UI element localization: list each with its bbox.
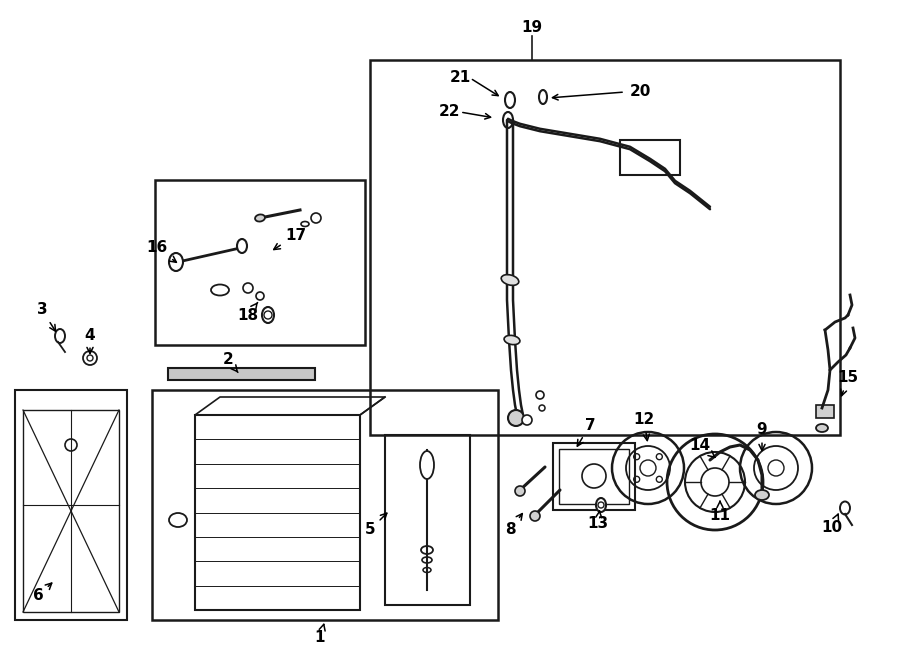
Text: 8: 8 xyxy=(505,514,522,537)
Text: 22: 22 xyxy=(439,104,461,120)
Circle shape xyxy=(536,391,544,399)
Bar xyxy=(152,390,498,620)
Ellipse shape xyxy=(237,239,247,253)
Text: 20: 20 xyxy=(629,85,651,100)
Text: 2: 2 xyxy=(222,352,238,372)
Ellipse shape xyxy=(503,112,513,128)
Circle shape xyxy=(83,351,97,365)
Text: 3: 3 xyxy=(37,303,56,331)
Text: 9: 9 xyxy=(757,422,768,451)
Text: 5: 5 xyxy=(364,513,387,537)
Ellipse shape xyxy=(501,274,518,286)
Text: 14: 14 xyxy=(689,438,715,457)
Bar xyxy=(15,390,127,620)
Text: 7: 7 xyxy=(577,418,595,446)
Bar xyxy=(620,140,680,175)
Ellipse shape xyxy=(420,451,434,479)
Ellipse shape xyxy=(262,307,274,323)
Bar xyxy=(168,368,315,380)
Text: 6: 6 xyxy=(32,583,51,603)
Ellipse shape xyxy=(539,90,547,104)
Text: 10: 10 xyxy=(822,514,842,535)
Ellipse shape xyxy=(255,214,265,221)
Text: 15: 15 xyxy=(837,371,859,396)
Ellipse shape xyxy=(755,490,769,500)
Bar xyxy=(195,415,360,610)
Bar xyxy=(559,449,629,504)
Bar xyxy=(370,60,840,435)
Bar xyxy=(155,180,365,345)
Circle shape xyxy=(311,213,321,223)
Ellipse shape xyxy=(505,92,515,108)
Text: 13: 13 xyxy=(588,511,608,531)
Bar xyxy=(553,443,635,510)
Text: 19: 19 xyxy=(521,20,543,36)
Text: 16: 16 xyxy=(147,241,176,262)
Ellipse shape xyxy=(55,329,65,343)
Bar xyxy=(385,435,470,605)
Text: 17: 17 xyxy=(274,227,307,250)
Ellipse shape xyxy=(596,498,606,512)
Bar xyxy=(23,410,119,612)
Text: 21: 21 xyxy=(449,71,471,85)
Circle shape xyxy=(522,415,532,425)
Text: 11: 11 xyxy=(709,501,731,522)
Circle shape xyxy=(530,511,540,521)
Circle shape xyxy=(508,410,524,426)
Ellipse shape xyxy=(504,335,520,344)
Ellipse shape xyxy=(169,513,187,527)
Ellipse shape xyxy=(816,424,828,432)
Bar xyxy=(816,405,834,418)
Circle shape xyxy=(515,486,525,496)
Text: 1: 1 xyxy=(315,624,325,646)
Ellipse shape xyxy=(169,253,183,271)
Ellipse shape xyxy=(301,221,309,227)
Text: 18: 18 xyxy=(238,303,258,323)
Circle shape xyxy=(539,405,545,411)
Ellipse shape xyxy=(840,502,850,514)
Text: 12: 12 xyxy=(634,412,654,441)
Text: 4: 4 xyxy=(85,327,95,354)
